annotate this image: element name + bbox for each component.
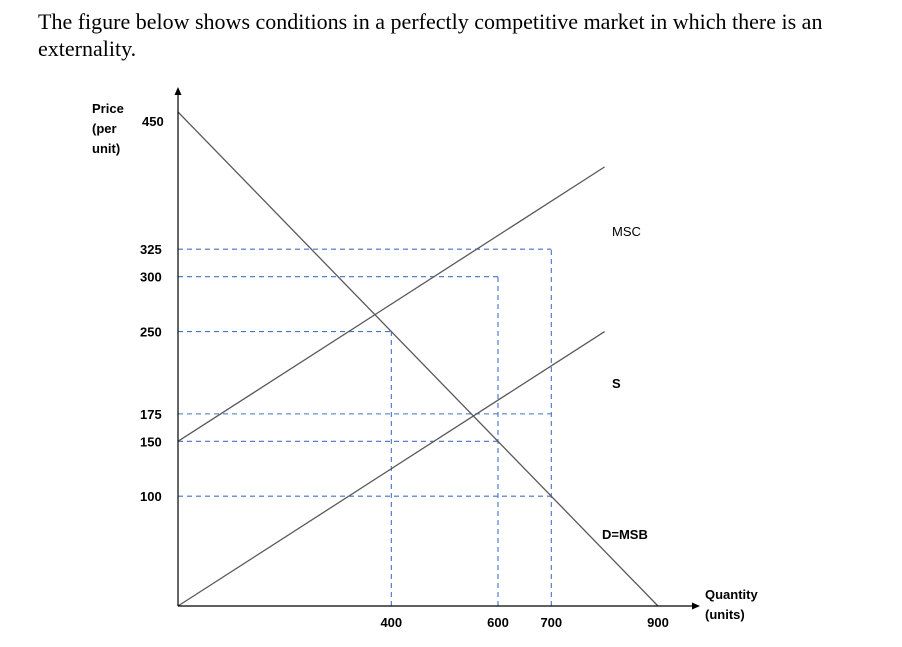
series-label-d-msb: D=MSB bbox=[602, 527, 648, 542]
x-axis-label-line-2: (units) bbox=[705, 607, 745, 622]
y-tick-325: 325 bbox=[140, 242, 162, 257]
curve-msc bbox=[177, 166, 605, 442]
curve-s bbox=[177, 331, 605, 607]
x-axis-arrow bbox=[692, 602, 700, 610]
curve-d-msb bbox=[177, 111, 659, 607]
y-axis-label-line-1: Price bbox=[92, 101, 124, 116]
guide-lines bbox=[178, 248, 552, 606]
x-axis-label-line-1: Quantity bbox=[705, 587, 758, 602]
x-tick-600: 600 bbox=[487, 615, 509, 630]
y-tick-300: 300 bbox=[140, 270, 162, 285]
intro-text: The figure below shows conditions in a p… bbox=[38, 9, 823, 61]
y-tick-175: 175 bbox=[140, 407, 162, 422]
y-tick-100: 100 bbox=[140, 489, 162, 504]
x-tick-700: 700 bbox=[540, 615, 562, 630]
y-tick-150: 150 bbox=[140, 434, 162, 449]
tick-labels: 100 150 175 250 300 325 450 400 600 700 900 bbox=[140, 114, 669, 630]
axes bbox=[174, 87, 700, 610]
x-tick-400: 400 bbox=[380, 615, 402, 630]
y-axis-arrow bbox=[174, 87, 182, 95]
x-tick-900: 900 bbox=[647, 615, 669, 630]
series-label-msc: MSC bbox=[612, 224, 641, 239]
y-tick-250: 250 bbox=[140, 325, 162, 340]
y-axis-label-line-2: (per bbox=[92, 121, 117, 136]
series-labels: MSC S D=MSB bbox=[602, 224, 648, 542]
curves bbox=[177, 111, 659, 607]
y-axis-label-line-3: unit) bbox=[92, 141, 120, 156]
series-label-s: S bbox=[612, 376, 621, 391]
y-tick-450: 450 bbox=[142, 114, 164, 129]
